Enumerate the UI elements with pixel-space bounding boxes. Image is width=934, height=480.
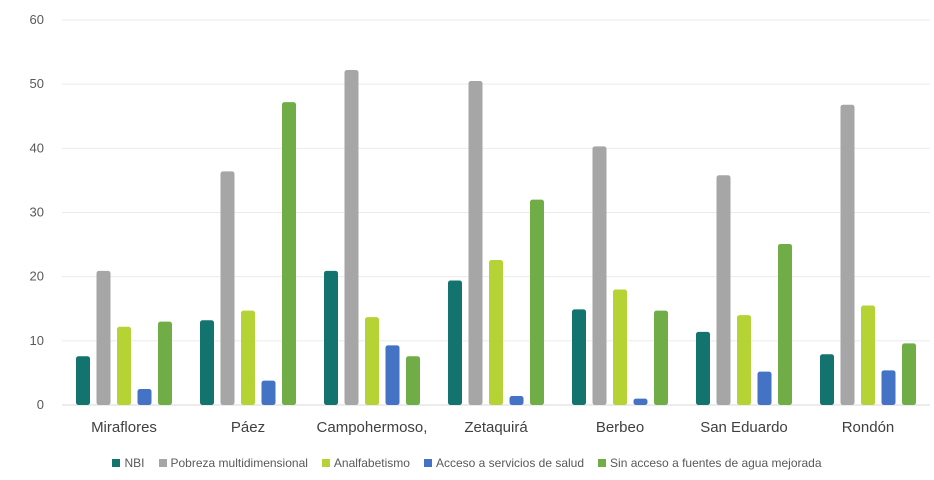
bar xyxy=(282,102,296,405)
bar xyxy=(716,175,731,405)
legend-swatch xyxy=(423,459,432,467)
bar xyxy=(200,320,214,405)
bar xyxy=(902,343,916,405)
bar xyxy=(530,199,544,405)
bar xyxy=(881,370,896,405)
x-tick-label: Rondón xyxy=(842,419,895,436)
bar xyxy=(696,331,710,405)
bar xyxy=(820,354,834,405)
bar xyxy=(633,398,648,405)
bar xyxy=(344,70,359,406)
bar xyxy=(385,345,400,405)
bar xyxy=(261,380,276,405)
legend-swatch xyxy=(112,459,121,467)
bar xyxy=(778,243,792,405)
legend-item: Acceso a servicios de salud xyxy=(423,456,585,470)
bar xyxy=(365,317,379,405)
bar xyxy=(840,104,855,405)
legend-swatch xyxy=(321,459,330,467)
bar xyxy=(737,315,751,405)
x-tick-label: Páez xyxy=(231,419,265,436)
legend-label: Sin acceso a fuentes de agua mejorada xyxy=(610,456,822,470)
bar xyxy=(654,310,668,405)
bar xyxy=(861,305,875,405)
bar xyxy=(220,171,235,405)
legend-swatch xyxy=(598,459,607,467)
bar xyxy=(117,326,131,405)
bar xyxy=(158,321,172,405)
bar xyxy=(509,396,524,405)
bar xyxy=(592,146,607,406)
bar xyxy=(406,356,420,405)
bar xyxy=(613,289,627,405)
bar xyxy=(241,310,255,405)
y-tick-label: 10 xyxy=(30,333,44,348)
y-tick-label: 60 xyxy=(30,12,44,27)
bar xyxy=(324,270,338,405)
legend-label: Pobreza multidimensional xyxy=(170,456,308,470)
x-tick-label: Berbeo xyxy=(596,419,644,436)
bar xyxy=(448,280,462,405)
legend-label: NBI xyxy=(124,456,145,470)
y-tick-label: 20 xyxy=(30,269,44,284)
bar xyxy=(468,80,483,405)
legend: NBI Pobreza multidimensional Analfabetismo… xyxy=(0,456,934,470)
bar xyxy=(757,371,772,405)
legend-item: Sin acceso a fuentes de agua mejorada xyxy=(598,456,822,470)
bar xyxy=(76,356,90,405)
y-tick-label: 50 xyxy=(30,76,44,91)
legend-item: Analfabetismo xyxy=(321,456,410,470)
x-tick-label: San Eduardo xyxy=(700,419,788,436)
y-tick-label: 40 xyxy=(30,140,44,155)
y-tick-label: 30 xyxy=(30,205,44,220)
bar xyxy=(489,259,503,405)
legend-label: Acceso a servicios de salud xyxy=(435,456,585,470)
plot-area: 0 10 20 30 40 50 60 Miraflores Páez Campohermoso,… xyxy=(30,12,930,436)
x-tick-label: Campohermoso, xyxy=(317,419,428,436)
legend-item: Pobreza multidimensional xyxy=(158,456,308,470)
bar xyxy=(96,270,111,405)
legend-swatch xyxy=(158,459,167,467)
legend-item: NBI xyxy=(112,456,145,470)
y-tick-label: 0 xyxy=(37,397,44,412)
legend-label: Analfabetismo xyxy=(333,456,410,470)
x-tick-label: Miraflores xyxy=(91,419,157,436)
bar xyxy=(137,388,152,405)
x-tick-label: Zetaquirá xyxy=(464,419,528,436)
bar xyxy=(572,309,586,405)
